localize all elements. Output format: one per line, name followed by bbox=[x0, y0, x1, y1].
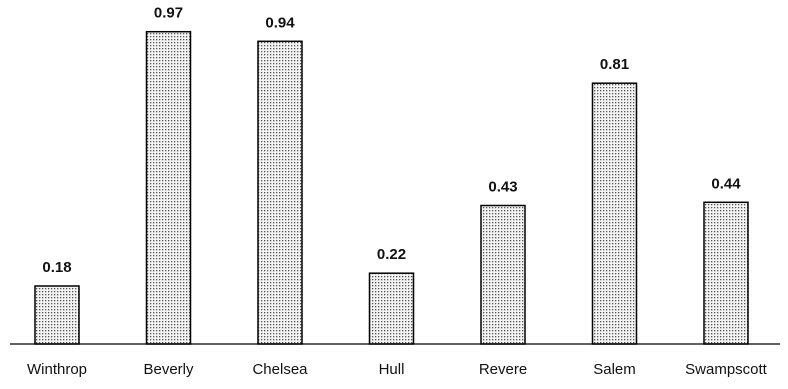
value-label-salem: 0.81 bbox=[600, 56, 629, 73]
bar-salem bbox=[591, 82, 638, 345]
value-label-swampscott: 0.44 bbox=[711, 175, 741, 192]
labels-layer: 0.18 Winthrop 0.97 Beverly 0.94 Chelsea 0.22 Hu… bbox=[27, 5, 768, 378]
bar-beverly bbox=[145, 30, 192, 345]
value-label-chelsea: 0.94 bbox=[265, 14, 295, 31]
category-label-swampscott: Swampscott bbox=[685, 361, 768, 378]
value-label-beverly: 0.97 bbox=[154, 5, 183, 22]
bar-hull bbox=[368, 272, 415, 345]
category-label-chelsea: Chelsea bbox=[252, 361, 308, 378]
value-label-hull: 0.22 bbox=[377, 246, 406, 263]
bar-swampscott bbox=[703, 201, 749, 345]
bars-layer bbox=[34, 30, 749, 345]
category-label-winthrop: Winthrop bbox=[27, 361, 87, 378]
bar-winthrop bbox=[34, 285, 80, 345]
bar-chelsea bbox=[257, 40, 303, 345]
value-label-winthrop: 0.18 bbox=[42, 259, 71, 276]
category-label-salem: Salem bbox=[593, 361, 636, 378]
category-label-hull: Hull bbox=[379, 361, 405, 378]
bar-revere bbox=[480, 204, 526, 345]
category-label-revere: Revere bbox=[479, 361, 527, 378]
value-label-revere: 0.43 bbox=[488, 179, 517, 196]
category-label-beverly: Beverly bbox=[143, 361, 194, 378]
